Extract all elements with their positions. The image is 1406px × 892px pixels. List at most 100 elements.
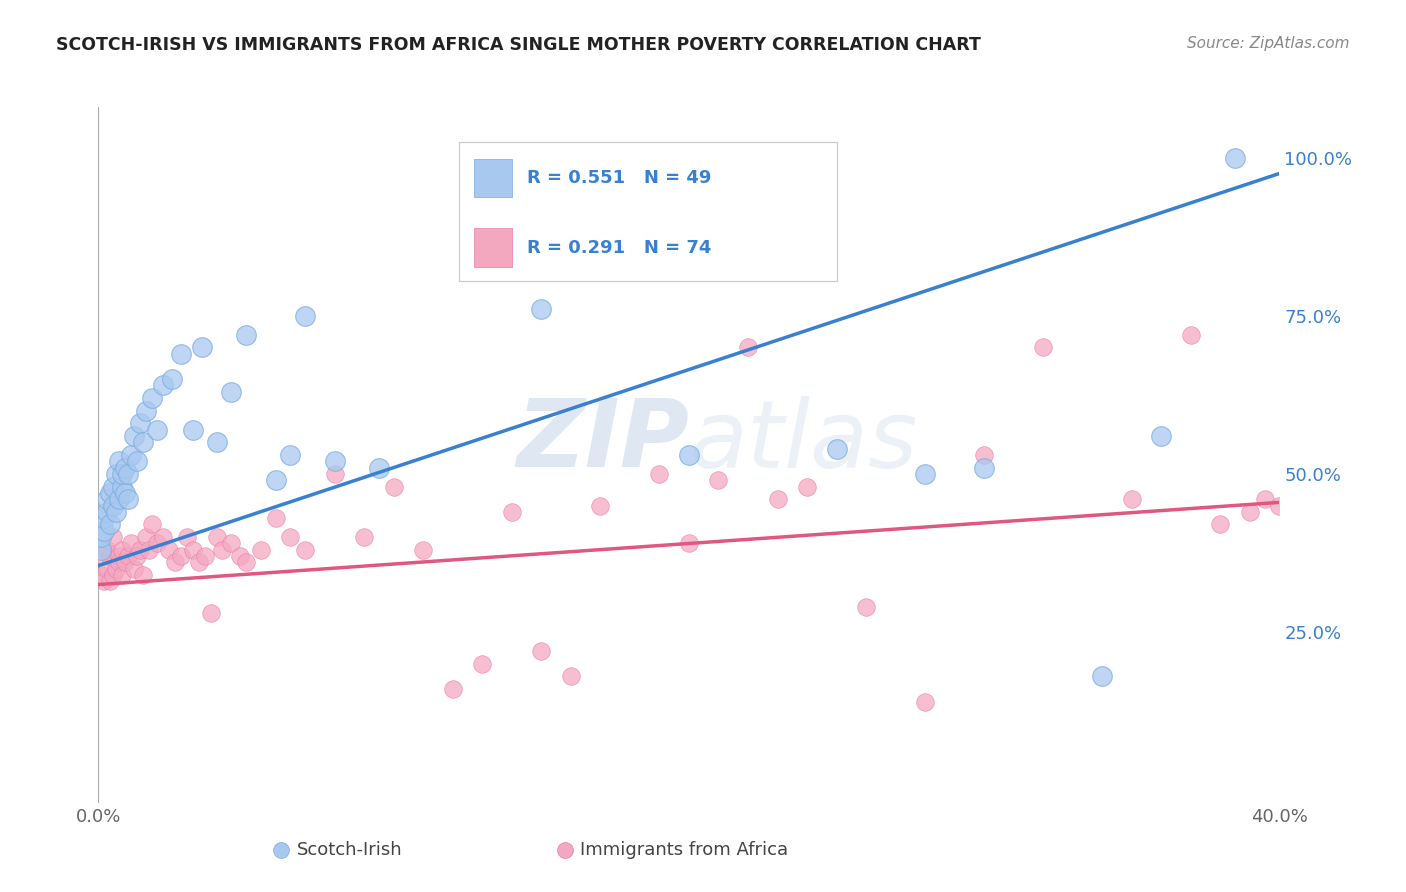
Point <box>103 530 125 544</box>
Point <box>1357 486 1379 500</box>
Point <box>280 530 302 544</box>
Point <box>176 530 198 544</box>
Point <box>1032 340 1054 354</box>
Point <box>120 536 142 550</box>
Point <box>648 467 671 481</box>
Point <box>323 454 346 468</box>
Point <box>353 530 375 544</box>
Point <box>105 562 128 576</box>
Point <box>141 391 163 405</box>
Point <box>117 492 139 507</box>
Point <box>114 460 136 475</box>
Point <box>1121 492 1143 507</box>
Text: atlas: atlas <box>689 395 917 486</box>
Point <box>229 549 252 563</box>
Point <box>973 448 995 462</box>
Point <box>103 499 125 513</box>
Point <box>221 384 243 399</box>
Point <box>93 574 115 589</box>
Text: Scotch-Irish: Scotch-Irish <box>297 841 402 859</box>
Point <box>90 542 112 557</box>
Point <box>96 492 118 507</box>
Text: Immigrants from Africa: Immigrants from Africa <box>581 841 789 859</box>
Point <box>221 536 243 550</box>
Point <box>205 435 228 450</box>
Point <box>973 460 995 475</box>
Point <box>368 460 391 475</box>
Point <box>235 327 257 342</box>
Point <box>796 479 818 493</box>
Point <box>108 556 131 570</box>
Point <box>766 492 789 507</box>
Point <box>589 499 612 513</box>
Point <box>141 517 163 532</box>
Point <box>98 517 121 532</box>
Point <box>412 542 434 557</box>
Point <box>200 606 222 620</box>
Point <box>194 549 217 563</box>
Point <box>162 372 183 386</box>
Point <box>855 599 877 614</box>
Point <box>125 549 148 563</box>
Point <box>264 511 287 525</box>
Point <box>111 467 134 481</box>
Point <box>93 549 115 563</box>
Point <box>1343 511 1365 525</box>
Point <box>1239 505 1261 519</box>
Point <box>1209 517 1232 532</box>
Point <box>264 473 287 487</box>
Point <box>205 530 228 544</box>
Point <box>146 423 169 437</box>
Point <box>157 542 180 557</box>
Point <box>96 505 118 519</box>
Point <box>108 454 131 468</box>
Point <box>114 556 136 570</box>
Point <box>111 542 134 557</box>
Point <box>135 403 157 417</box>
Point <box>1284 486 1306 500</box>
Text: Source: ZipAtlas.com: Source: ZipAtlas.com <box>1187 36 1350 51</box>
Point <box>560 669 582 683</box>
Point <box>135 530 157 544</box>
Point <box>117 467 139 481</box>
Point <box>211 542 233 557</box>
Point <box>323 467 346 481</box>
Point <box>914 467 936 481</box>
Point <box>737 340 759 354</box>
Point <box>191 340 214 354</box>
Point <box>1254 826 1277 840</box>
Point <box>187 556 209 570</box>
Point <box>122 562 145 576</box>
Point <box>530 644 553 658</box>
Point <box>294 309 316 323</box>
Point <box>152 378 174 392</box>
Point <box>90 530 112 544</box>
Y-axis label: Single Mother Poverty: Single Mother Poverty <box>0 363 8 547</box>
Point <box>114 486 136 500</box>
Point <box>678 448 700 462</box>
Point <box>125 454 148 468</box>
Point <box>170 549 193 563</box>
Point <box>707 473 730 487</box>
Point <box>1150 429 1173 443</box>
Point <box>103 568 125 582</box>
Point <box>105 505 128 519</box>
Point <box>128 542 150 557</box>
Point <box>165 556 187 570</box>
Point <box>108 549 131 563</box>
Point <box>181 423 204 437</box>
Point <box>96 542 118 557</box>
Point <box>914 695 936 709</box>
Point <box>1268 499 1291 513</box>
Point <box>122 429 145 443</box>
Point <box>1254 492 1277 507</box>
Point <box>146 536 169 550</box>
Point <box>294 542 316 557</box>
Point <box>1225 151 1247 165</box>
Point <box>98 574 121 589</box>
Point <box>105 467 128 481</box>
Point <box>138 542 160 557</box>
Point <box>108 492 131 507</box>
Point <box>152 530 174 544</box>
Point <box>1091 669 1114 683</box>
